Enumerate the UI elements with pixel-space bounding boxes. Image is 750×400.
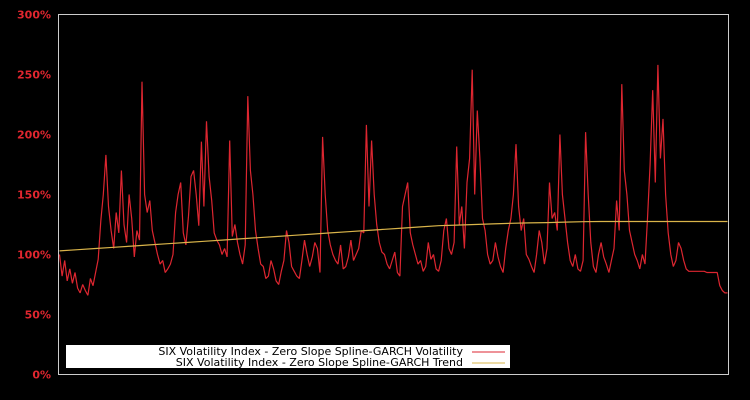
y-tick-label: 250% — [17, 69, 51, 82]
y-tick-label: 0% — [32, 369, 51, 382]
volatility-line — [58, 64, 728, 296]
y-axis: 0% 50% 100% 150% 200% 250% 300% — [17, 9, 51, 382]
y-tick-label: 50% — [25, 309, 51, 322]
plot-frame — [58, 14, 729, 375]
y-tick-label: 200% — [17, 129, 51, 142]
legend-box — [66, 345, 510, 368]
plot-area — [58, 64, 728, 296]
y-tick-label: 300% — [17, 9, 51, 22]
y-tick-label: 150% — [17, 189, 51, 202]
legend-label-volatility: SIX Volatility Index - Zero Slope Spline… — [158, 345, 463, 358]
trend-line — [59, 220, 728, 252]
legend-label-trend: SIX Volatility Index - Zero Slope Spline… — [176, 356, 463, 369]
y-tick-label: 100% — [17, 249, 51, 262]
legend: SIX Volatility Index - Zero Slope Spline… — [66, 345, 510, 369]
